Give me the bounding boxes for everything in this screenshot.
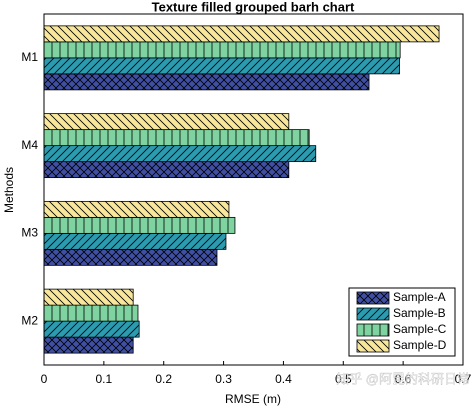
x-tick-label: 0.5 xyxy=(335,372,352,386)
legend-label: Sample-D xyxy=(393,338,447,352)
bar xyxy=(43,200,230,218)
x-axis-label: RMSE (m) xyxy=(225,392,281,406)
axes-frame xyxy=(43,13,464,366)
bar xyxy=(43,304,139,322)
y-tick-label: M1 xyxy=(21,50,38,64)
x-tick-label: 0.4 xyxy=(275,372,292,386)
bar xyxy=(43,288,134,306)
legend-label: Sample-C xyxy=(393,322,447,336)
y-tick-label: M3 xyxy=(21,226,38,240)
bar xyxy=(43,161,290,179)
bar xyxy=(43,25,440,43)
legend-swatch xyxy=(356,307,390,321)
legend-label: Sample-B xyxy=(393,306,446,320)
bar xyxy=(43,41,401,59)
bar xyxy=(43,320,140,338)
bar xyxy=(43,129,310,147)
bar xyxy=(43,336,134,354)
legend-swatch xyxy=(356,339,390,353)
bar xyxy=(43,73,370,91)
x-tick-label: 0.7 xyxy=(455,372,472,386)
bar xyxy=(43,232,227,250)
y-tick-label: M4 xyxy=(21,138,38,152)
bar xyxy=(43,113,290,131)
x-tick-label: 0.2 xyxy=(155,372,172,386)
x-tick-label: 0.3 xyxy=(215,372,232,386)
legend-label: Sample-A xyxy=(393,290,446,304)
legend-swatch xyxy=(356,291,390,305)
bar xyxy=(43,216,236,234)
bar xyxy=(43,57,400,75)
x-tick-label: 0.6 xyxy=(395,372,412,386)
x-tick-label: 0.1 xyxy=(96,372,113,386)
watermark: 知乎 @阿昆的科研日常 xyxy=(336,371,470,386)
chart-title: Texture filled grouped barh chart xyxy=(152,0,355,14)
y-axis-label: Methods xyxy=(2,167,16,213)
y-tick-label: M2 xyxy=(21,313,38,327)
bar xyxy=(43,248,218,266)
legend-swatch xyxy=(356,323,390,337)
x-tick-label: 0 xyxy=(41,372,48,386)
bar xyxy=(43,145,317,163)
